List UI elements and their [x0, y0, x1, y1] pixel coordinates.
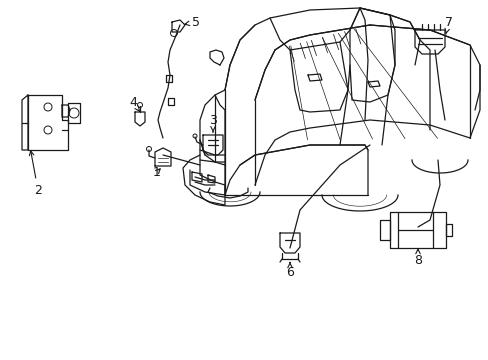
Text: 8: 8	[413, 249, 421, 266]
Text: 1: 1	[153, 166, 161, 179]
Text: 5: 5	[184, 15, 200, 28]
Text: 3: 3	[209, 113, 217, 132]
Text: 4: 4	[129, 95, 139, 111]
Text: 7: 7	[444, 15, 452, 34]
Text: 2: 2	[29, 151, 42, 197]
Text: 6: 6	[285, 262, 293, 279]
